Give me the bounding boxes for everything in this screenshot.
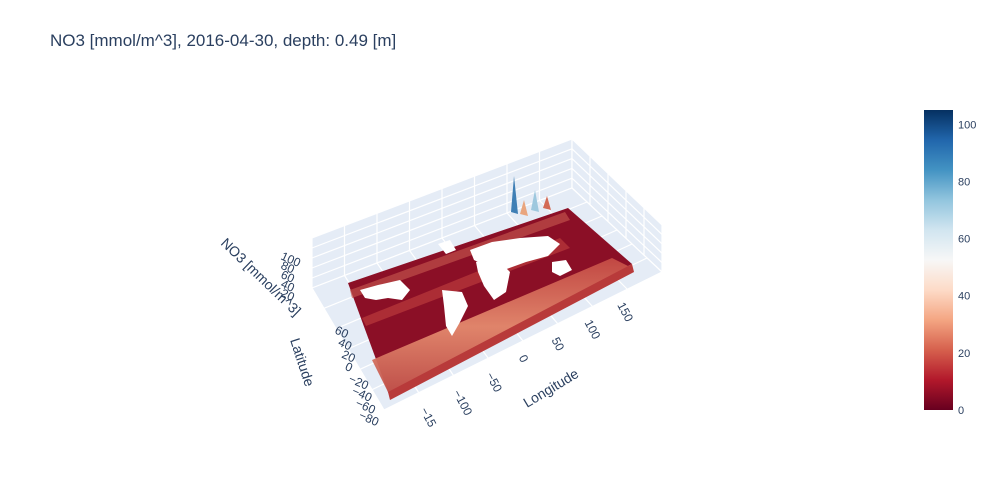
y-axis-tick-7: 60 xyxy=(333,323,351,341)
chart-title: NO3 [mmol/m^3], 2016-04-30, depth: 0.49 … xyxy=(50,31,397,50)
z-axis-tick-4: 20 xyxy=(279,286,297,304)
grid-wall-h-3 xyxy=(311,157,663,259)
land-australia xyxy=(552,260,572,276)
land-north-america xyxy=(360,280,410,300)
colorbar-tick-2: 40 xyxy=(958,291,970,303)
colorbar-tick-4: 80 xyxy=(958,176,970,188)
x-axis-tick-2: −50 xyxy=(483,370,505,395)
x-axis-tick-1: −100 xyxy=(450,387,475,418)
colorbar-tick-0: 0 xyxy=(958,405,964,417)
colorbar-tick-5: 100 xyxy=(958,119,976,131)
y-axis-label: Latitude xyxy=(287,336,318,389)
colorbar-tick-3: 60 xyxy=(958,234,970,246)
x-axis-tick-labels: −15 −100 −50 0 50 100 150 xyxy=(417,300,636,430)
grid-wall-h-2 xyxy=(311,167,663,269)
grid-wall-h-1 xyxy=(311,177,663,279)
peak-spike-red xyxy=(543,196,551,210)
colorbar-tick-1: 20 xyxy=(958,348,970,360)
colorbar-tick-labels: 0 20 40 60 80 100 xyxy=(958,119,976,417)
surface-southern-band xyxy=(372,258,632,396)
peak-spike-orange xyxy=(520,200,528,216)
z-axis-tick-3: 40 xyxy=(279,277,297,295)
surface-northern-band xyxy=(350,212,570,298)
x-axis-tick-3: 0 xyxy=(516,352,532,365)
y-axis-tick-5: 20 xyxy=(340,347,358,365)
x-axis-label: Longitude xyxy=(520,365,581,411)
peak-spike-light xyxy=(531,190,539,212)
z-axis-tick-2: 60 xyxy=(279,267,297,285)
x-axis-tick-5: 100 xyxy=(582,317,604,342)
land-south-america xyxy=(442,290,468,336)
colorbar: 0 20 40 60 80 100 xyxy=(924,110,976,417)
land-greenland xyxy=(438,240,456,254)
grid-wall-h-4 xyxy=(311,148,663,249)
land-mask xyxy=(360,236,572,336)
x-axis-tick-4: 50 xyxy=(549,335,568,354)
x-axis-tick-6: 150 xyxy=(614,300,636,325)
peak-spike-blue xyxy=(511,176,518,214)
land-africa xyxy=(476,258,510,300)
surface-front-edge xyxy=(388,264,634,400)
colorbar-gradient xyxy=(924,110,953,410)
x-axis-tick-0: −15 xyxy=(417,405,439,430)
z-axis-tick-1: 80 xyxy=(279,258,297,276)
y-axis-tick-6: 40 xyxy=(336,335,354,353)
no3-surface xyxy=(348,176,634,400)
